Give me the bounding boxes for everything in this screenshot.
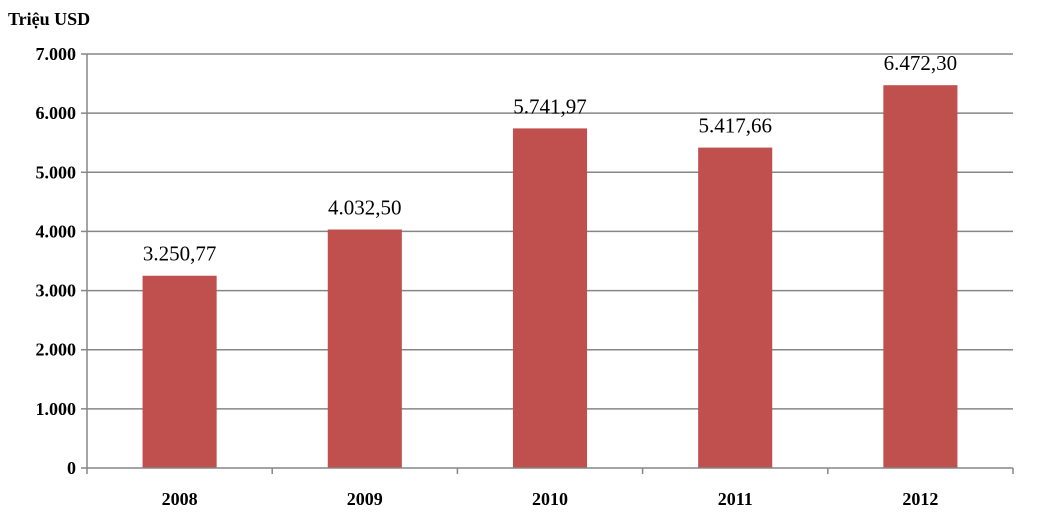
y-tick-label: 0 [67,458,76,478]
y-tick-label: 4.000 [36,221,77,241]
y-tick-label: 2.000 [36,340,77,360]
bar [512,128,588,468]
data-label: 3.250,77 [143,242,217,266]
x-tick-label: 2008 [162,489,198,509]
data-label: 5.741,97 [513,94,587,118]
x-tick-label: 2011 [718,489,753,509]
y-tick-label: 5.000 [36,162,77,182]
y-tick-label: 3.000 [36,281,77,301]
bar [883,85,958,468]
bars [142,85,958,468]
bar [698,147,773,468]
data-label: 6.472,30 [884,51,958,75]
x-tick-label: 2009 [347,489,383,509]
bar [327,229,402,468]
x-tick-label: 2012 [902,489,938,509]
data-label: 4.032,50 [328,196,402,220]
y-tick-label: 1.000 [36,399,77,419]
y-tick-label: 6.000 [36,103,77,123]
y-tick-label: 7.000 [36,44,77,64]
data-labels: 3.250,77 4.032,50 5.741,97 5.417,66 6.472,30 [143,51,957,266]
x-tick-label: 2010 [532,489,568,509]
data-label: 5.417,66 [698,114,772,138]
x-axis: 2008 2009 2010 2011 2012 [86,54,1014,509]
y-axis-ticks: 0 1.000 2.000 3.000 4.000 5.000 6.000 7.000 [36,44,87,478]
y-unit-label: Triệu USD [8,9,90,29]
bar [142,275,217,468]
